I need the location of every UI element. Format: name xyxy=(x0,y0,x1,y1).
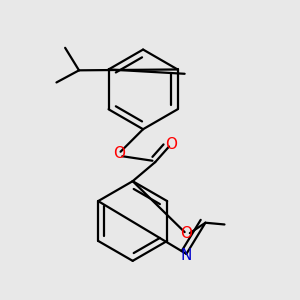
Text: O: O xyxy=(180,226,192,241)
Text: O: O xyxy=(165,137,177,152)
Text: O: O xyxy=(113,146,125,161)
Text: N: N xyxy=(181,248,192,263)
